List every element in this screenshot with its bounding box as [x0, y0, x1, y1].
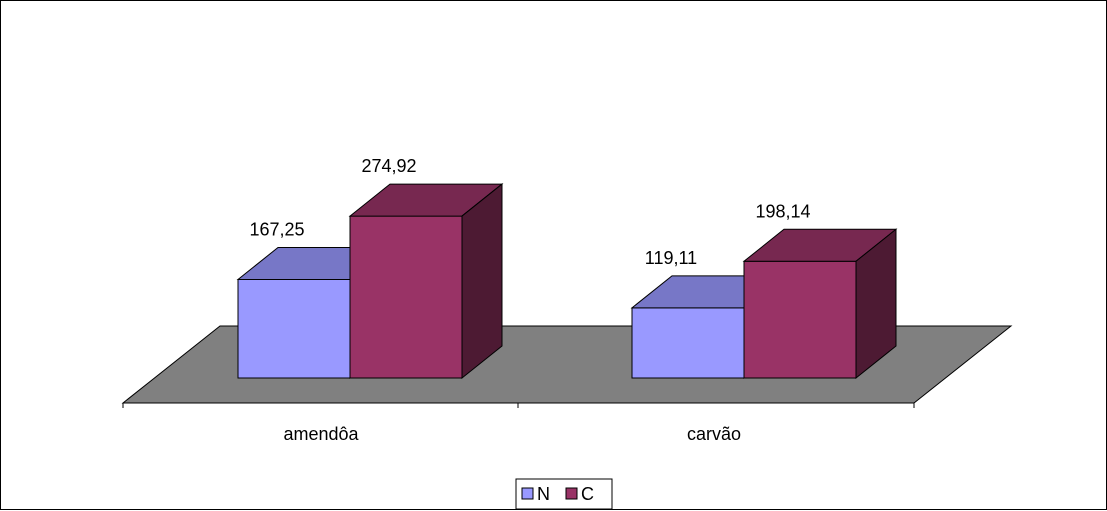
bars — [236, 183, 898, 380]
category-label-2: carvão — [687, 424, 741, 444]
category-labels: amendôa carvão — [283, 424, 741, 444]
bar-front-face — [237, 278, 351, 379]
bar-c-1 — [348, 183, 504, 380]
bar-front-face — [349, 215, 463, 379]
bar-side-face — [461, 183, 503, 380]
data-label-n-1: 167,25 — [249, 219, 304, 239]
legend-swatch-n — [521, 487, 534, 500]
bar-side-face — [855, 228, 897, 380]
bar-c-2 — [742, 228, 898, 380]
bar-front-face — [631, 307, 745, 379]
data-label-n-2: 119,11 — [645, 248, 697, 268]
category-label-1: amendôa — [283, 424, 359, 444]
data-label-c-1: 274,92 — [361, 156, 416, 176]
legend-swatch-c — [565, 487, 578, 500]
data-label-c-2: 198,14 — [755, 201, 810, 221]
data-labels: 167,25 274,92 119,11 198,14 — [249, 156, 810, 268]
legend-label-c: C — [581, 484, 594, 504]
bar-front-face — [743, 260, 857, 379]
x-axis — [122, 402, 915, 408]
legend-label-n: N — [537, 484, 550, 504]
